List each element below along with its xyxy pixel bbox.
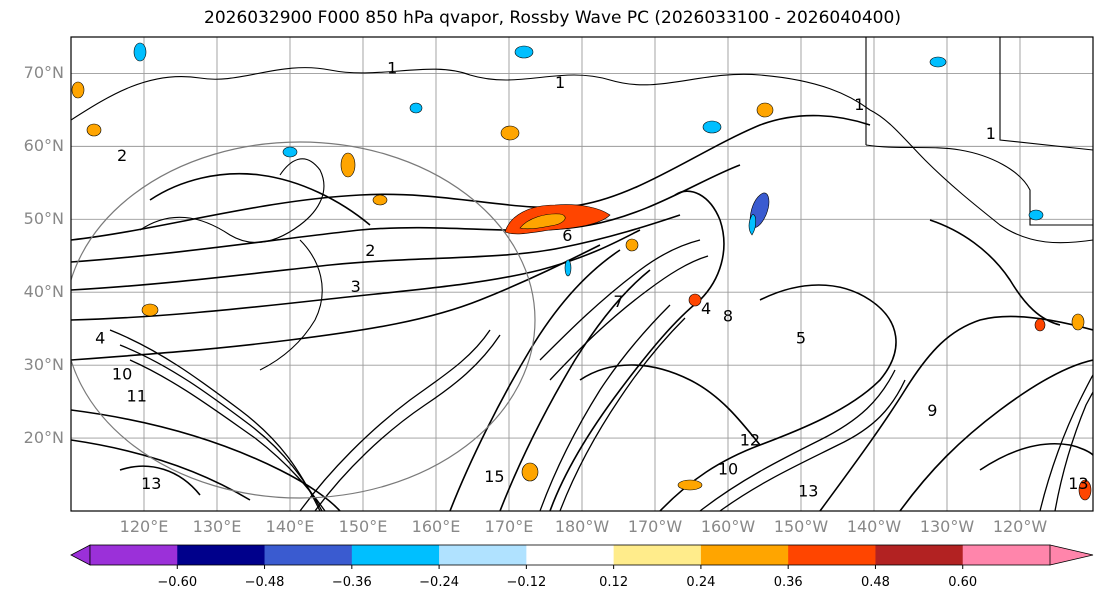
contour-label-2: 1: [854, 95, 864, 114]
colorbar-frame: [89, 544, 1051, 566]
figure-title: 2026032900 F000 850 hPa qvapor, Rossby W…: [204, 8, 901, 28]
colorbar-label-3: −0.24: [419, 575, 459, 590]
contours: [71, 114, 1093, 511]
map-frame: [70, 36, 1094, 512]
lat-label-2: 50°N: [23, 209, 64, 229]
contour-label-14: 10: [112, 365, 132, 384]
contour-label-8: 4: [701, 299, 711, 318]
contour-label-15: 11: [127, 387, 147, 406]
contour-label-3: 1: [986, 124, 996, 143]
contour-label-19: 13: [1068, 474, 1088, 493]
colorbar-bin-7: [700, 545, 789, 565]
lon-label-12: 120°W: [992, 517, 1048, 536]
lat-label-5: 20°N: [23, 428, 64, 448]
lon-label-1: 130°E: [192, 517, 242, 536]
lon-label-0: 120°E: [119, 517, 169, 536]
contour-label-5: 2: [365, 241, 375, 260]
contour-label-20: 10: [718, 460, 738, 479]
contour-label-16: 12: [740, 430, 760, 449]
lat-label-4: 30°N: [23, 355, 64, 375]
colorbar-bin-0: [90, 545, 178, 565]
colorbar-under-arrow: [70, 544, 91, 566]
contour-label-13: 9: [927, 401, 937, 420]
colorbar-label-2: −0.36: [331, 575, 372, 590]
lon-label-7: 170°W: [627, 517, 683, 536]
lon-label-10: 140°W: [846, 517, 902, 536]
contour-label-11: 7: [613, 292, 623, 311]
contour-label-12: 8: [723, 306, 733, 325]
anomaly-patches: [71, 42, 1092, 501]
lon-label-8: 160°W: [700, 517, 756, 536]
colorbar-bin-10: [962, 545, 1051, 565]
lon-label-4: 160°E: [411, 517, 461, 536]
colorbar-label-8: 0.48: [860, 575, 890, 590]
lon-label-9: 150°W: [773, 517, 829, 536]
lon-label-11: 130°W: [919, 517, 975, 536]
graticule: [71, 37, 1093, 511]
colorbar-label-6: 0.24: [686, 575, 716, 590]
colorbar-label-7: 0.36: [773, 575, 803, 590]
lon-label-6: 180°W: [554, 517, 610, 536]
contour-label-21: 15: [484, 467, 504, 486]
lat-label-0: 70°N: [23, 63, 64, 83]
contour-label-18: 13: [798, 481, 818, 500]
colorbar-over-arrow: [1049, 544, 1094, 566]
colorbar: [70, 544, 1094, 569]
lon-label-5: 170°E: [484, 517, 534, 536]
colorbar-label-9: 0.60: [948, 575, 978, 590]
lon-label-3: 150°E: [338, 517, 388, 536]
contour-label-0: 1: [387, 58, 397, 77]
projection-circle: [71, 141, 536, 499]
colorbar-label-5: 0.12: [599, 575, 629, 590]
colorbar-label-1: −0.48: [244, 575, 285, 590]
contour-label-17: 13: [141, 474, 161, 493]
colorbar-bin-8: [788, 545, 876, 565]
colorbar-bin-9: [875, 545, 964, 565]
lat-label-1: 60°N: [23, 136, 64, 156]
contour-label-6: 3: [351, 277, 361, 296]
colorbar-label-0: −0.60: [157, 575, 198, 590]
contour-label-10: 6: [562, 226, 572, 245]
colorbar-bin-1: [177, 545, 266, 565]
contour-label-1: 1: [555, 73, 565, 92]
colorbar-label-4: −0.12: [506, 575, 547, 590]
contour-label-7: 4: [95, 328, 105, 347]
contours-dense: [109, 239, 1093, 511]
colorbar-bin-3: [351, 545, 440, 565]
colorbar-bin-5: [526, 545, 615, 565]
contour-label-9: 5: [796, 328, 806, 347]
contour-label-4: 2: [117, 146, 127, 165]
colorbar-bin-4: [439, 545, 527, 565]
lat-label-3: 40°N: [23, 282, 64, 302]
colorbar-bin-6: [613, 545, 702, 565]
colorbar-bin-2: [264, 545, 353, 565]
lon-label-2: 140°E: [265, 517, 315, 536]
